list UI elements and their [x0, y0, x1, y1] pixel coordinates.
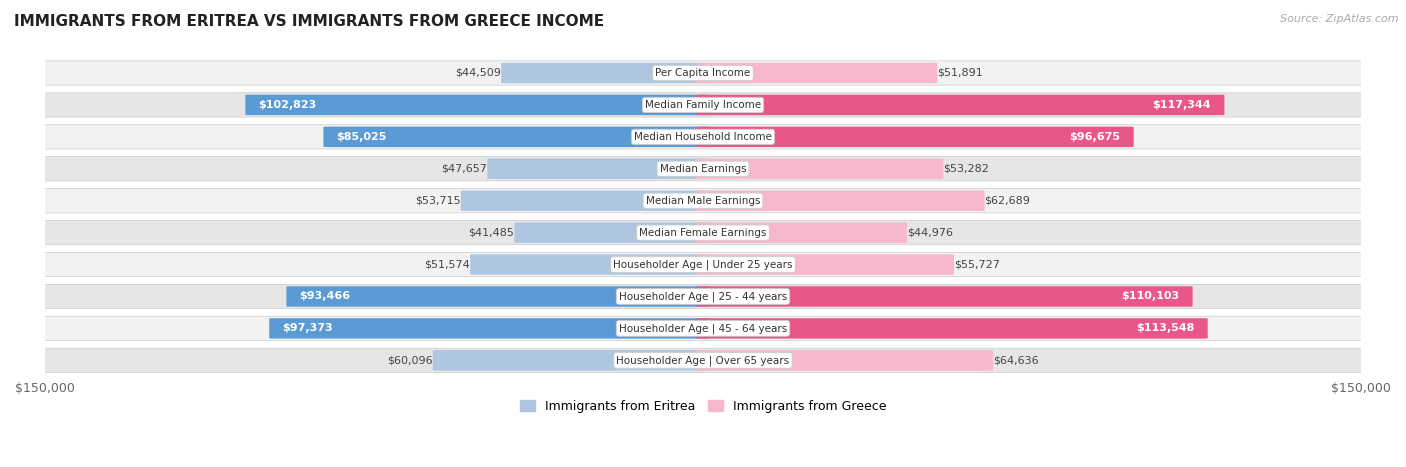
- FancyBboxPatch shape: [696, 286, 1192, 307]
- Text: $41,485: $41,485: [468, 227, 515, 238]
- FancyBboxPatch shape: [696, 191, 984, 211]
- FancyBboxPatch shape: [433, 350, 710, 370]
- Text: Householder Age | 25 - 44 years: Householder Age | 25 - 44 years: [619, 291, 787, 302]
- FancyBboxPatch shape: [32, 93, 1374, 117]
- FancyBboxPatch shape: [32, 125, 1374, 149]
- FancyBboxPatch shape: [323, 127, 710, 147]
- Text: $51,574: $51,574: [425, 260, 470, 269]
- FancyBboxPatch shape: [488, 159, 710, 179]
- Text: Median Earnings: Median Earnings: [659, 164, 747, 174]
- Text: $97,373: $97,373: [283, 324, 333, 333]
- Text: $55,727: $55,727: [955, 260, 1000, 269]
- Text: Median Family Income: Median Family Income: [645, 100, 761, 110]
- FancyBboxPatch shape: [32, 284, 1374, 309]
- Text: $51,891: $51,891: [938, 68, 983, 78]
- Text: $110,103: $110,103: [1122, 291, 1180, 302]
- Text: Householder Age | Under 25 years: Householder Age | Under 25 years: [613, 259, 793, 270]
- FancyBboxPatch shape: [32, 220, 1374, 245]
- Text: $62,689: $62,689: [984, 196, 1031, 205]
- Text: Householder Age | Over 65 years: Householder Age | Over 65 years: [616, 355, 790, 366]
- FancyBboxPatch shape: [696, 222, 907, 243]
- Text: $117,344: $117,344: [1153, 100, 1211, 110]
- Text: $102,823: $102,823: [259, 100, 316, 110]
- Text: $85,025: $85,025: [336, 132, 387, 142]
- Text: IMMIGRANTS FROM ERITREA VS IMMIGRANTS FROM GREECE INCOME: IMMIGRANTS FROM ERITREA VS IMMIGRANTS FR…: [14, 14, 605, 29]
- Text: $93,466: $93,466: [299, 291, 350, 302]
- FancyBboxPatch shape: [696, 159, 943, 179]
- Text: Median Household Income: Median Household Income: [634, 132, 772, 142]
- FancyBboxPatch shape: [696, 63, 938, 83]
- Text: $53,715: $53,715: [415, 196, 461, 205]
- Text: Median Male Earnings: Median Male Earnings: [645, 196, 761, 205]
- FancyBboxPatch shape: [245, 95, 710, 115]
- Text: Householder Age | 45 - 64 years: Householder Age | 45 - 64 years: [619, 323, 787, 333]
- FancyBboxPatch shape: [269, 318, 710, 339]
- FancyBboxPatch shape: [696, 127, 1133, 147]
- Text: $53,282: $53,282: [943, 164, 990, 174]
- Text: Per Capita Income: Per Capita Income: [655, 68, 751, 78]
- FancyBboxPatch shape: [32, 61, 1374, 85]
- Text: $113,548: $113,548: [1136, 324, 1195, 333]
- Text: $47,657: $47,657: [441, 164, 488, 174]
- FancyBboxPatch shape: [696, 318, 1208, 339]
- FancyBboxPatch shape: [32, 348, 1374, 373]
- FancyBboxPatch shape: [696, 95, 1225, 115]
- Text: Median Female Earnings: Median Female Earnings: [640, 227, 766, 238]
- FancyBboxPatch shape: [287, 286, 710, 307]
- Text: $96,675: $96,675: [1070, 132, 1121, 142]
- Text: Source: ZipAtlas.com: Source: ZipAtlas.com: [1281, 14, 1399, 24]
- FancyBboxPatch shape: [501, 63, 710, 83]
- FancyBboxPatch shape: [32, 189, 1374, 213]
- FancyBboxPatch shape: [696, 350, 993, 370]
- Legend: Immigrants from Eritrea, Immigrants from Greece: Immigrants from Eritrea, Immigrants from…: [515, 395, 891, 418]
- Text: $44,509: $44,509: [456, 68, 501, 78]
- FancyBboxPatch shape: [696, 255, 955, 275]
- FancyBboxPatch shape: [461, 191, 710, 211]
- Text: $60,096: $60,096: [387, 355, 433, 365]
- FancyBboxPatch shape: [470, 255, 710, 275]
- Text: $64,636: $64,636: [993, 355, 1039, 365]
- FancyBboxPatch shape: [515, 222, 710, 243]
- FancyBboxPatch shape: [32, 316, 1374, 340]
- FancyBboxPatch shape: [32, 156, 1374, 181]
- FancyBboxPatch shape: [32, 253, 1374, 276]
- Text: $44,976: $44,976: [907, 227, 953, 238]
